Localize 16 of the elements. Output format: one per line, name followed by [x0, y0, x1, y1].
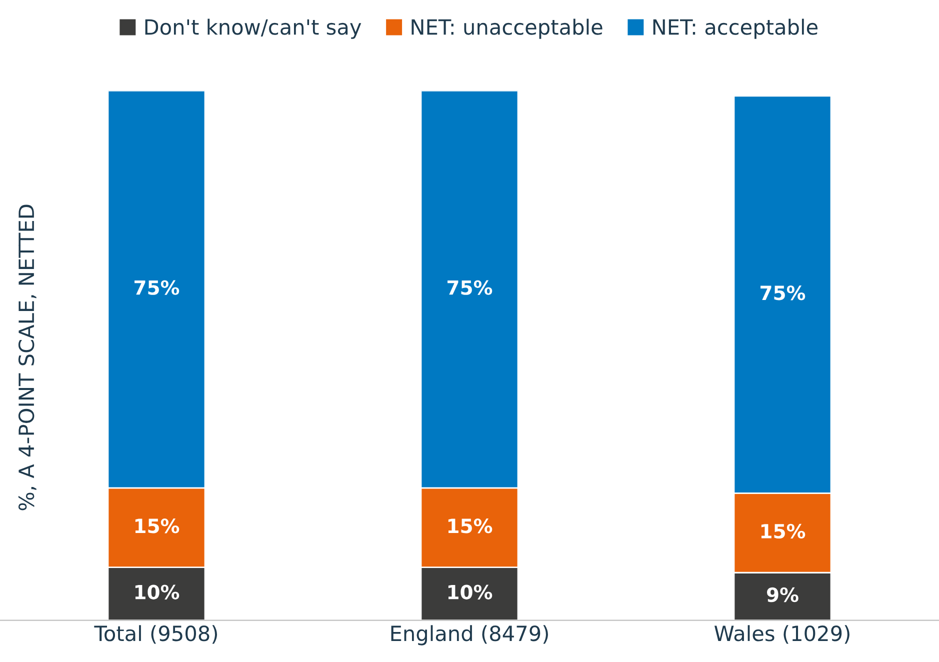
- legend-label: NET: acceptable: [653, 18, 818, 39]
- data-label: 10%: [448, 584, 492, 600]
- x-tick-label: Wales (1029): [714, 625, 850, 644]
- data-label: 15%: [135, 518, 180, 534]
- data-label: 9%: [767, 587, 798, 602]
- data-label: 10%: [135, 584, 180, 600]
- legend-label: NET: unacceptable: [412, 18, 602, 39]
- data-label: 75%: [448, 280, 492, 295]
- legend-label: Don't know/can't say: [145, 18, 362, 39]
- data-label: 15%: [448, 518, 492, 534]
- data-label: 15%: [761, 524, 806, 539]
- x-tick-label: Total (9508): [94, 625, 217, 644]
- x-tick-label: England (8479): [391, 625, 548, 646]
- y-axis-title: %, A 4-POINT SCALE, NETTED: [18, 204, 36, 510]
- data-label: 75%: [134, 280, 180, 295]
- data-label: 75%: [760, 286, 806, 300]
